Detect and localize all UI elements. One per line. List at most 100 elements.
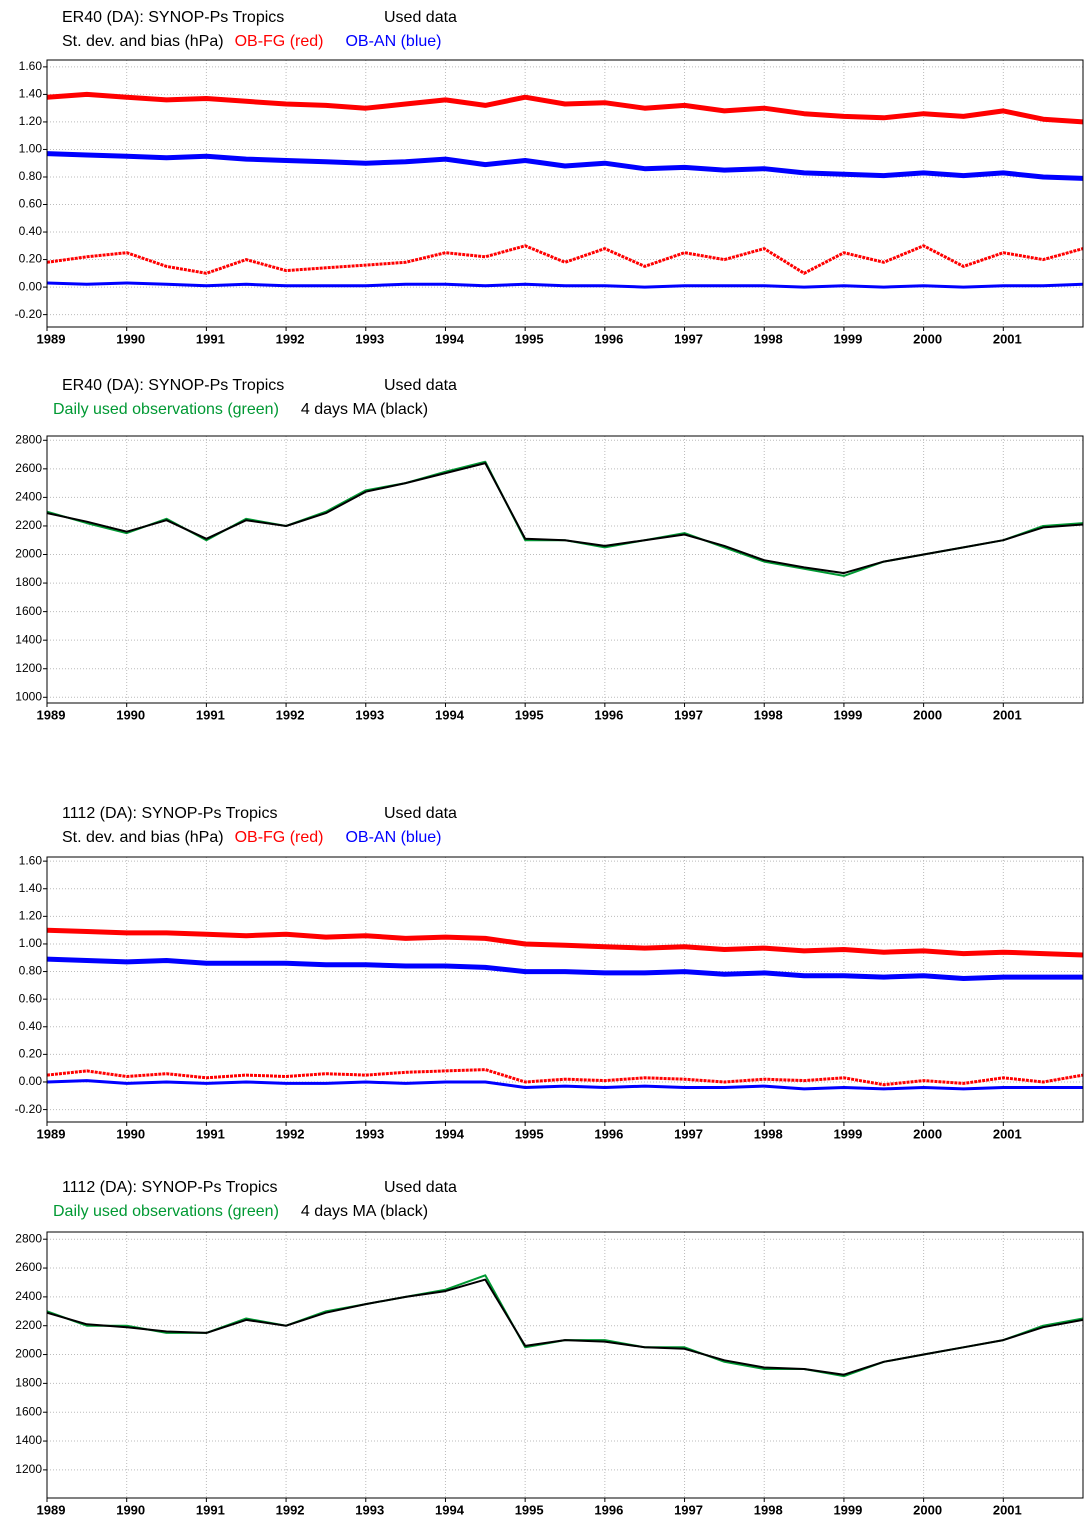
legend-label: OB-AN (blue) (345, 829, 441, 846)
x-tick-label: 1998 (754, 707, 783, 722)
y-tick-label: 0.60 (19, 197, 43, 211)
y-tick-label: 2000 (15, 547, 42, 561)
chart-title: 1112 (DA): SYNOP-Ps Tropics (62, 1179, 277, 1196)
x-tick-label: 1991 (196, 1126, 225, 1141)
y-tick-label: 2400 (15, 1289, 42, 1303)
x-tick-label: 1993 (355, 1502, 384, 1517)
y-tick-label: 0.60 (19, 991, 43, 1005)
y-axis-label: St. dev. and bias (hPa) (62, 33, 224, 50)
series-line (47, 462, 1083, 575)
x-tick-label: 2000 (913, 1126, 942, 1141)
bias-line (47, 244, 1083, 275)
y-tick-label: 2600 (15, 1260, 42, 1274)
chart-status: Used data (384, 377, 457, 394)
x-tick-label: 2000 (913, 1502, 942, 1517)
y-tick-label: 1.40 (19, 87, 43, 101)
chart-status: Used data (384, 805, 457, 822)
plot-frame (46, 1231, 1084, 1499)
y-tick-label: 1200 (15, 661, 42, 675)
y-tick-label: 0.80 (19, 169, 43, 183)
x-tick-label: 2000 (913, 707, 942, 722)
x-tick-label: 1993 (355, 1126, 384, 1141)
x-tick-label: 1997 (674, 707, 703, 722)
x-tick-label: 1990 (116, 707, 145, 722)
x-tick-label: 1997 (674, 331, 703, 346)
plot-area (47, 927, 1083, 1091)
y-tick-label: 1.60 (19, 853, 43, 867)
x-tick-label: 1996 (594, 1126, 623, 1141)
y-tick-label: 2600 (15, 461, 42, 475)
x-tick-label: 1999 (833, 331, 862, 346)
x-tick-label: 1991 (196, 331, 225, 346)
x-tick-label: 1992 (276, 1502, 305, 1517)
y-tick-label: -0.20 (15, 307, 43, 321)
x-tick-label: 1995 (515, 1502, 544, 1517)
y-tick-label: 2200 (15, 1318, 42, 1332)
x-tick-label: 1990 (116, 331, 145, 346)
legend-label: 4 days MA (black) (301, 1203, 428, 1220)
x-tick-label: 1992 (276, 1126, 305, 1141)
y-tick-label: 1.20 (19, 114, 43, 128)
y-tick-label: 1000 (15, 689, 42, 703)
y-tick-label: 1.00 (19, 142, 43, 156)
x-tick-label: 2000 (913, 331, 942, 346)
y-tick-label: 0.00 (19, 279, 43, 293)
series-line (47, 956, 1083, 981)
series-line (47, 1274, 1083, 1378)
x-tick-label: 1995 (515, 707, 544, 722)
x-tick-label: 1996 (594, 707, 623, 722)
y-tick-label: 2800 (15, 1231, 42, 1245)
y-tick-label: -0.20 (15, 1102, 43, 1116)
plot-frame (46, 59, 1084, 328)
y-tick-label: 0.20 (19, 1047, 43, 1061)
x-tick-label: 1992 (276, 331, 305, 346)
chart-panel: 1112 (DA): SYNOP-Ps Tropics Used data St. … (15, 805, 1084, 1141)
legend-label: OB-FG (red) (235, 33, 324, 50)
x-tick-label: 1991 (196, 707, 225, 722)
y-tick-label: 2800 (15, 432, 42, 446)
x-tick-label: 1993 (355, 707, 384, 722)
plot-area (47, 91, 1083, 289)
y-axis-label: St. dev. and bias (hPa) (62, 829, 224, 846)
x-tick-label: 1995 (515, 331, 544, 346)
series-line (47, 927, 1083, 958)
y-tick-label: 0.00 (19, 1074, 43, 1088)
x-tick-label: 1999 (833, 1126, 862, 1141)
y-tick-label: 1600 (15, 1404, 42, 1418)
series-line (47, 91, 1083, 125)
chart-panel: 1112 (DA): SYNOP-Ps Tropics Used data Dail… (15, 1179, 1084, 1517)
x-tick-label: 1998 (754, 1126, 783, 1141)
legend-label: 4 days MA (black) (301, 401, 428, 418)
plot-frame (46, 435, 1084, 704)
x-tick-label: 2001 (993, 1502, 1022, 1517)
chart-status: Used data (384, 9, 457, 26)
chart-status: Used data (384, 1179, 457, 1196)
x-tick-label: 1989 (37, 1126, 66, 1141)
x-tick-label: 1990 (116, 1126, 145, 1141)
chart-panel: ER40 (DA): SYNOP-Ps Tropics Used data St. … (15, 9, 1084, 346)
plot-area (47, 460, 1083, 577)
legend-label: OB-FG (red) (235, 829, 324, 846)
x-tick-label: 1997 (674, 1502, 703, 1517)
x-tick-label: 1998 (754, 1502, 783, 1517)
y-tick-label: 1400 (15, 1433, 42, 1447)
plot-frame (46, 856, 1084, 1123)
legend-label: OB-AN (blue) (345, 33, 441, 50)
series-line (47, 1278, 1083, 1376)
x-tick-label: 1998 (754, 331, 783, 346)
chart-title: ER40 (DA): SYNOP-Ps Tropics (62, 377, 284, 394)
bias-line (47, 1079, 1083, 1091)
x-tick-label: 1993 (355, 331, 384, 346)
y-tick-label: 1200 (15, 1462, 42, 1476)
x-tick-label: 1997 (674, 1126, 703, 1141)
x-tick-label: 1992 (276, 707, 305, 722)
x-tick-label: 1990 (116, 1502, 145, 1517)
x-tick-label: 1989 (37, 707, 66, 722)
y-tick-label: 1400 (15, 632, 42, 646)
x-tick-label: 1991 (196, 1502, 225, 1517)
x-tick-label: 1989 (37, 1502, 66, 1517)
x-tick-label: 1994 (435, 707, 465, 722)
x-tick-label: 1996 (594, 1502, 623, 1517)
y-tick-label: 1800 (15, 575, 42, 589)
